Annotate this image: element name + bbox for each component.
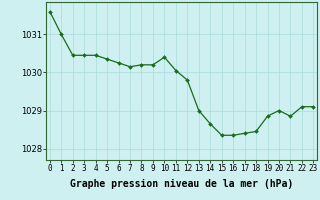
X-axis label: Graphe pression niveau de la mer (hPa): Graphe pression niveau de la mer (hPa)	[70, 179, 293, 189]
